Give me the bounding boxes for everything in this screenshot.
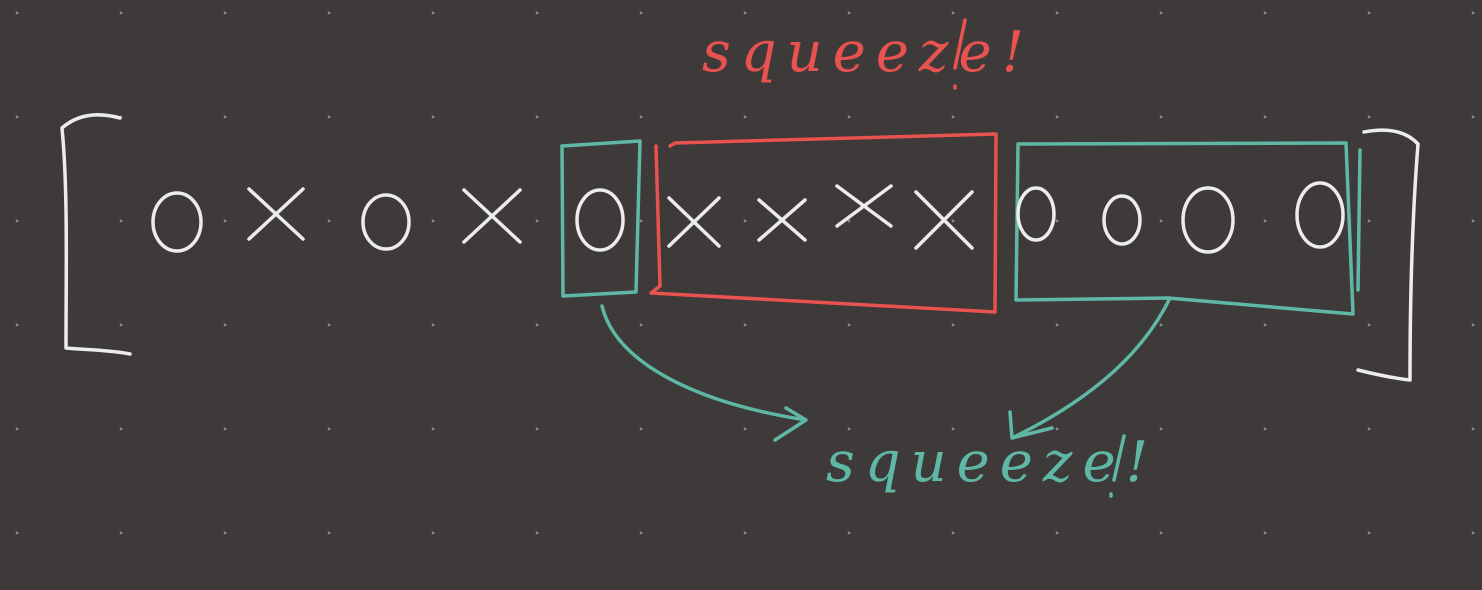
o-mark-5 xyxy=(575,188,625,252)
x-run-box xyxy=(649,132,998,314)
o-run-box xyxy=(1014,141,1362,316)
o-mark-13 xyxy=(1295,181,1345,249)
o-mark-3 xyxy=(361,193,411,251)
top-exclaim xyxy=(953,18,967,90)
single-o-box xyxy=(560,139,642,298)
bottom-exclaim xyxy=(1109,434,1126,498)
x-mark-6 xyxy=(667,196,721,248)
x-mark-8 xyxy=(835,184,893,228)
x-mark-7 xyxy=(757,198,807,242)
x-mark-9 xyxy=(914,190,974,250)
squeeze-label-bottom: squeeze! xyxy=(826,430,1159,495)
left-bracket xyxy=(60,113,132,356)
right-arrow xyxy=(1008,296,1172,440)
squeeze-label-top: squeeze! xyxy=(702,20,1035,85)
o-mark-11 xyxy=(1102,194,1142,246)
o-mark-1 xyxy=(151,191,203,253)
o-mark-10 xyxy=(1016,186,1056,242)
x-mark-4 xyxy=(462,188,522,244)
right-bracket xyxy=(1356,128,1420,382)
o-mark-12 xyxy=(1181,186,1235,254)
left-arrow xyxy=(600,304,808,442)
x-mark-2 xyxy=(247,187,305,241)
